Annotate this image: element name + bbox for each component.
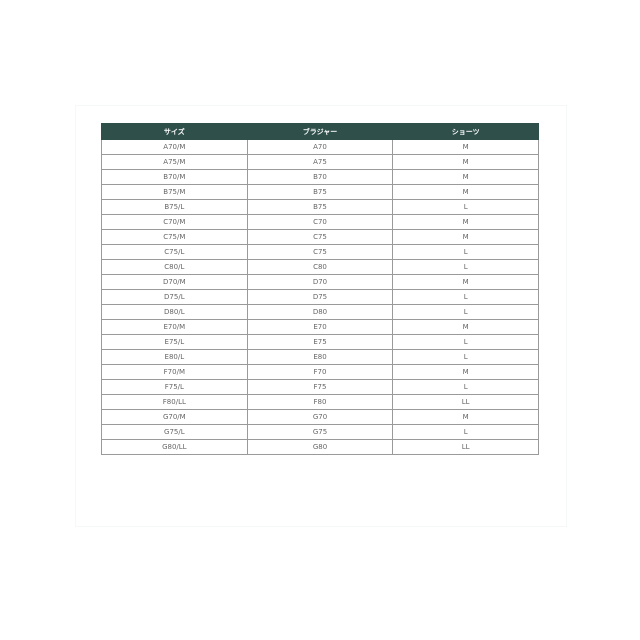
size-cell: F80/LL [101,394,248,410]
bra-cell: C70 [246,214,394,230]
table-row: C75/M C75 M [101,229,539,245]
table-row: B70/M B70 M [101,169,539,185]
header-bra: ブラジャー [246,123,394,140]
bra-cell: D70 [246,274,394,290]
shorts-cell: L [392,349,539,365]
size-cell: B75/L [101,199,248,215]
table-row: F80/LL F80 LL [101,394,539,410]
table-row: F75/L F75 L [101,379,539,395]
shorts-cell: M [392,229,539,245]
size-cell: B75/M [101,184,248,200]
table-header-row: サイズ ブラジャー ショーツ [101,123,539,140]
table-row: A75/M A75 M [101,154,539,170]
bra-cell: C75 [246,244,394,260]
shorts-cell: M [392,214,539,230]
size-cell: A70/M [101,139,248,155]
table-row: C70/M C70 M [101,214,539,230]
size-cell: E80/L [101,349,248,365]
table-row: E75/L E75 L [101,334,539,350]
table-row: G75/L G75 L [101,424,539,440]
size-cell: D80/L [101,304,248,320]
bra-cell: C75 [246,229,394,245]
table-row: E70/M E70 M [101,319,539,335]
table-row: C80/L C80 L [101,259,539,275]
shorts-cell: L [392,334,539,350]
shorts-cell: M [392,154,539,170]
shorts-cell: M [392,169,539,185]
table-row: G80/LL G80 LL [101,439,539,455]
shorts-cell: M [392,364,539,380]
shorts-cell: L [392,304,539,320]
table-row: B75/L B75 L [101,199,539,215]
size-cell: G80/LL [101,439,248,455]
table-row: D75/L D75 L [101,289,539,305]
shorts-cell: L [392,289,539,305]
bra-cell: D75 [246,289,394,305]
bra-cell: G70 [246,409,394,425]
shorts-cell: M [392,184,539,200]
header-size: サイズ [101,123,248,140]
size-cell: E70/M [101,319,248,335]
table-row: A70/M A70 M [101,139,539,155]
bra-cell: B75 [246,199,394,215]
bra-cell: B70 [246,169,394,185]
bra-cell: E80 [246,349,394,365]
size-cell: D70/M [101,274,248,290]
size-cell: F75/L [101,379,248,395]
bra-cell: C80 [246,259,394,275]
shorts-cell: M [392,139,539,155]
table-row: D80/L D80 L [101,304,539,320]
bra-cell: F75 [246,379,394,395]
bra-cell: A75 [246,154,394,170]
size-cell: B70/M [101,169,248,185]
size-cell: E75/L [101,334,248,350]
size-chart-table: サイズ ブラジャー ショーツ A70/M A70 M A75/M A75 M B70/M B7… [101,123,539,455]
table-row: B75/M B75 M [101,184,539,200]
size-cell: F70/M [101,364,248,380]
bra-cell: F80 [246,394,394,410]
shorts-cell: M [392,409,539,425]
shorts-cell: M [392,274,539,290]
size-cell: A75/M [101,154,248,170]
shorts-cell: L [392,259,539,275]
shorts-cell: L [392,424,539,440]
size-cell: C75/M [101,229,248,245]
size-cell: C70/M [101,214,248,230]
shorts-cell: LL [392,439,539,455]
table-row: C75/L C75 L [101,244,539,260]
table-row: D70/M D70 M [101,274,539,290]
shorts-cell: L [392,199,539,215]
size-cell: C80/L [101,259,248,275]
table-row: G70/M G70 M [101,409,539,425]
bra-cell: E70 [246,319,394,335]
bra-cell: D80 [246,304,394,320]
shorts-cell: LL [392,394,539,410]
shorts-cell: M [392,319,539,335]
table-row: F70/M F70 M [101,364,539,380]
bra-cell: G75 [246,424,394,440]
bra-cell: E75 [246,334,394,350]
header-shorts: ショーツ [392,123,539,140]
size-cell: G75/L [101,424,248,440]
table-row: E80/L E80 L [101,349,539,365]
bra-cell: A70 [246,139,394,155]
shorts-cell: L [392,244,539,260]
size-cell: G70/M [101,409,248,425]
size-cell: D75/L [101,289,248,305]
bra-cell: F70 [246,364,394,380]
bra-cell: G80 [246,439,394,455]
bra-cell: B75 [246,184,394,200]
size-cell: C75/L [101,244,248,260]
shorts-cell: L [392,379,539,395]
